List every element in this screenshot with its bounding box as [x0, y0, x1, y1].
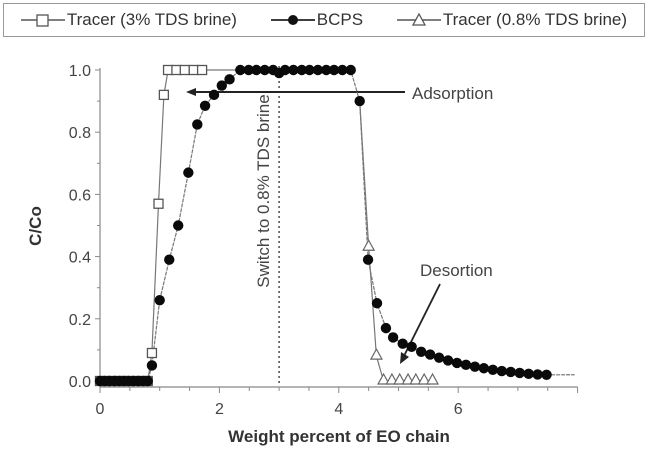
filled-circle-marker-icon — [397, 338, 408, 349]
filled-circle-marker-icon — [312, 64, 324, 76]
filled-circle-marker-icon — [469, 361, 481, 372]
open-triangle-marker-icon — [393, 372, 407, 385]
x-tick-label: 6 — [454, 401, 463, 418]
filled-circle-marker-icon — [424, 349, 436, 360]
filled-circle-marker-icon — [192, 119, 203, 130]
adsorption-label: Adsorption — [412, 84, 493, 103]
filled-circle-marker-icon — [288, 64, 299, 76]
y-tick-label: 0.2 — [69, 312, 91, 329]
arrow-head-icon — [186, 88, 196, 96]
filled-circle-marker-icon — [243, 64, 254, 76]
filled-circle-marker-icon — [478, 363, 490, 374]
filled-circle-marker-icon — [199, 100, 211, 111]
filled-circle-marker-icon — [487, 364, 499, 376]
open-triangle-marker-icon — [369, 347, 383, 360]
legend-item-bcps: BCPS — [270, 10, 364, 30]
y-tick-label: 0.4 — [69, 250, 91, 267]
open-triangle-marker-icon — [417, 372, 431, 385]
filled-circle-marker-icon — [345, 64, 356, 76]
switch-annotation: Switch to 0.8% TDS brine — [254, 94, 273, 287]
filled-circle-marker-icon — [173, 220, 184, 231]
filled-circle-marker-icon — [380, 322, 392, 334]
filled-circle-marker-icon — [505, 366, 516, 378]
y-tick-label: 1.0 — [69, 63, 91, 80]
filled-circle-marker-icon — [224, 74, 235, 85]
legend-label: Tracer (3% TDS brine) — [66, 10, 237, 29]
filled-circle-marker-icon — [451, 357, 463, 369]
filled-circle-marker-icon — [154, 294, 165, 306]
open-triangle-marker-icon — [385, 372, 399, 385]
open-square-marker-icon — [153, 198, 164, 209]
data-series — [94, 64, 575, 387]
x-tick-label: 4 — [334, 401, 343, 418]
legend: Tracer (3% TDS brine) BCPS Tracer (0.8% … — [3, 3, 645, 37]
bcps-line — [100, 69, 575, 382]
filled-circle-marker-icon — [164, 254, 175, 265]
open-triangle-marker-icon — [362, 239, 376, 251]
x-axis-title: Weight percent of EO chain — [228, 427, 450, 446]
open-square-marker-icon — [179, 64, 190, 76]
filled-circle-marker-icon — [362, 254, 374, 265]
filled-circle-marker-icon — [371, 298, 383, 309]
filled-circle-marker-icon — [208, 89, 220, 101]
filled-circle-marker-icon — [433, 352, 445, 363]
open-triangle-marker-icon — [401, 372, 415, 385]
annotations: Switch to 0.8% TDS brine Adsorption Desort… — [186, 66, 493, 385]
y-tick-label: 0.6 — [69, 187, 91, 204]
desorption-label: Desortion — [420, 261, 493, 280]
arrow-head-icon — [400, 352, 409, 364]
filled-circle-marker-icon — [304, 64, 315, 76]
filled-circle-marker-icon — [415, 346, 427, 357]
filled-circle-marker-icon — [146, 360, 158, 371]
tracer-3pct-line — [100, 69, 241, 382]
filled-circle-marker-icon — [216, 80, 227, 91]
filled-circle-marker-icon — [496, 365, 507, 377]
legend-label: Tracer (0.8% TDS brine) — [442, 10, 628, 29]
filled-circle-marker-icon — [279, 64, 291, 76]
y-tick-label: 0.0 — [69, 374, 91, 391]
filled-circle-marker-icon — [514, 367, 525, 379]
open-square-marker-icon — [171, 64, 182, 76]
legend-label: BCPS — [316, 10, 364, 29]
filled-circle-marker-icon — [251, 64, 262, 76]
y-axis-title: C/Co — [26, 206, 45, 246]
filled-circle-marker-icon — [532, 369, 543, 380]
filled-circle-marker-icon — [142, 375, 153, 387]
filled-circle-marker-icon — [387, 332, 399, 343]
open-square-marker-icon — [20, 14, 65, 27]
filled-circle-marker-icon — [235, 64, 246, 76]
y-tick-label: 0.8 — [69, 125, 91, 142]
axes: 0.0 0.2 0.4 0.6 0.8 1.0 0 2 4 6 — [69, 63, 579, 418]
x-tick-label: 2 — [215, 401, 224, 418]
legend-item-tracer-0-8pct: Tracer (0.8% TDS brine) — [396, 10, 628, 30]
x-tick-label: 0 — [96, 401, 105, 418]
filled-circle-marker-icon — [259, 64, 270, 76]
open-triangle-marker-icon — [426, 372, 440, 385]
open-triangle-marker-icon — [396, 12, 441, 26]
open-square-marker-icon — [196, 64, 208, 76]
filled-circle-marker-icon — [541, 369, 552, 380]
filled-circle-marker-icon — [296, 64, 307, 76]
filled-circle-marker-icon — [460, 359, 472, 371]
filled-circle-marker-icon — [183, 167, 194, 178]
legend-item-tracer-3pct: Tracer (3% TDS brine) — [20, 10, 237, 30]
filled-circle-marker-icon — [270, 15, 315, 25]
filled-circle-marker-icon — [354, 95, 365, 107]
filled-circle-marker-icon — [523, 368, 534, 380]
open-square-marker-icon — [162, 64, 174, 76]
filled-circle-marker-icon — [321, 64, 332, 76]
filled-circle-marker-icon — [406, 341, 417, 352]
filled-circle-marker-icon — [328, 64, 340, 76]
open-triangle-marker-icon — [377, 372, 391, 385]
open-square-marker-icon — [158, 89, 170, 101]
open-square-marker-icon — [146, 347, 158, 359]
open-triangle-marker-icon — [409, 372, 423, 385]
open-square-marker-icon — [188, 64, 199, 76]
filled-circle-marker-icon — [337, 64, 348, 76]
filled-circle-marker-icon — [442, 355, 454, 366]
